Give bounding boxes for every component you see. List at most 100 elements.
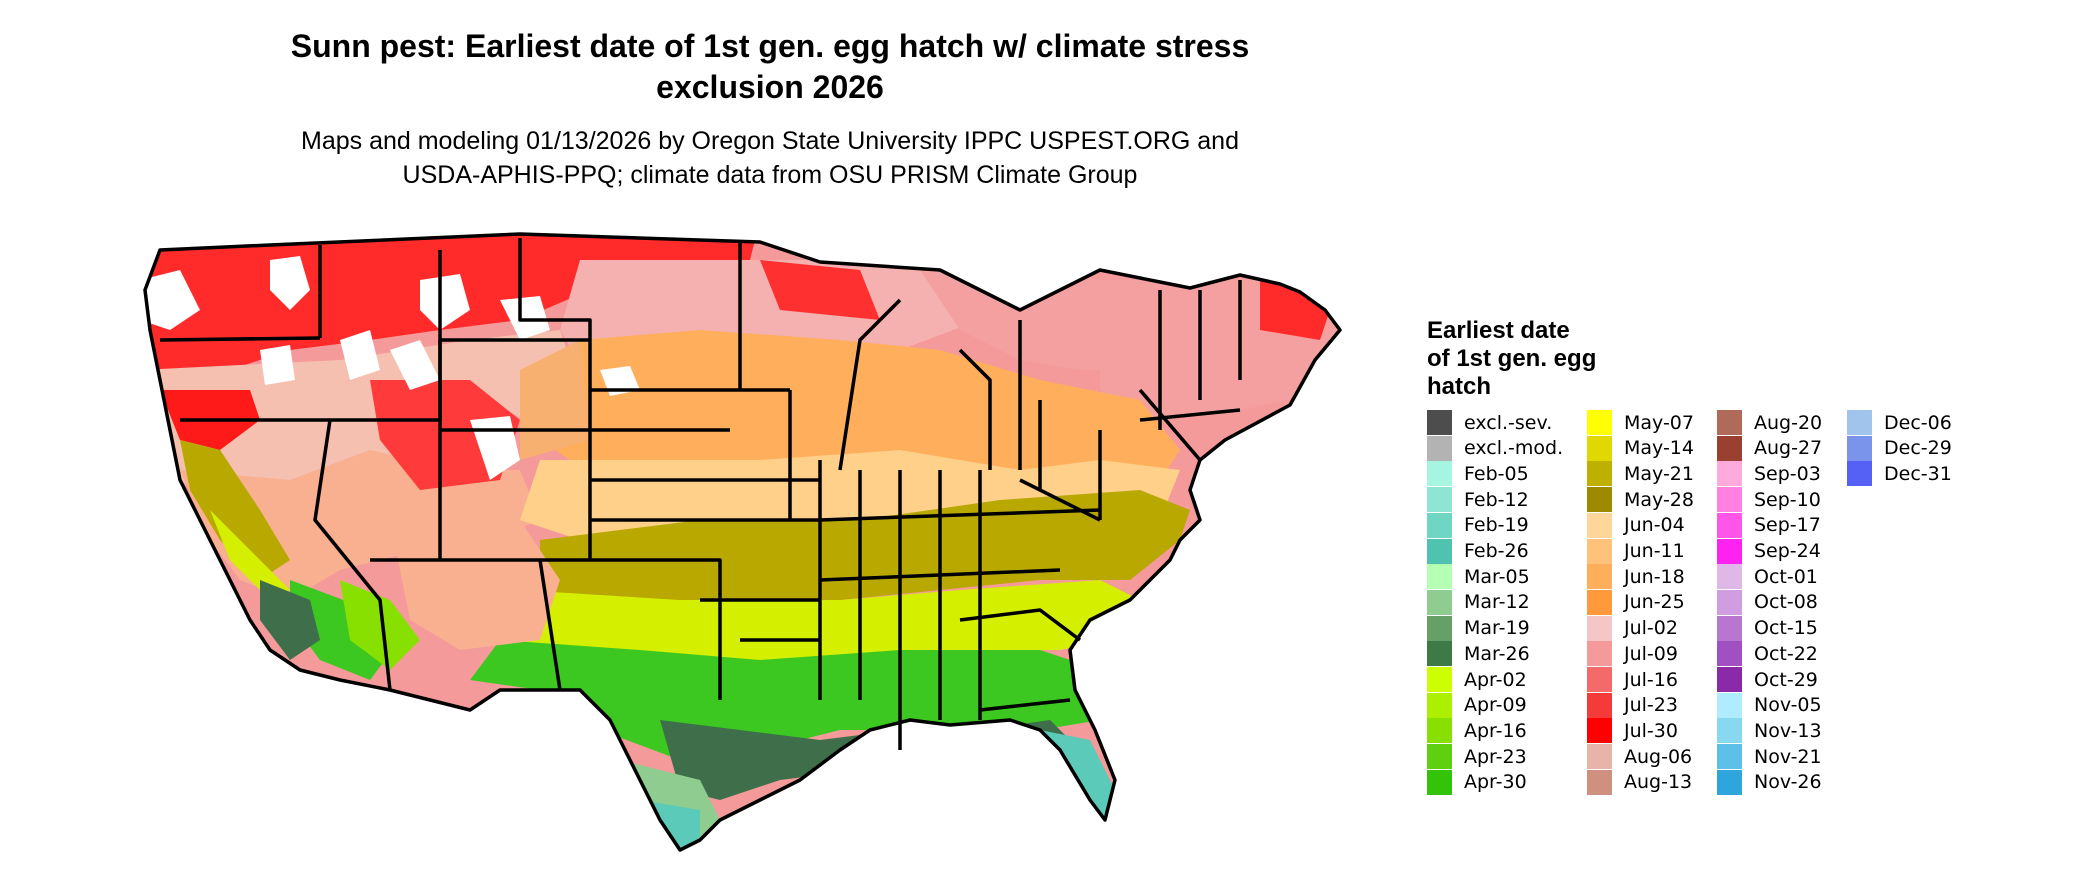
- legend-swatch: [1717, 641, 1742, 667]
- legend-swatch: [1717, 615, 1742, 641]
- legend-label: Jul-16: [1624, 668, 1678, 691]
- legend-item: May-21: [1587, 461, 1694, 487]
- legend-swatch: [1587, 564, 1612, 590]
- legend-label: Apr-16: [1464, 719, 1527, 742]
- legend-label: Dec-31: [1884, 462, 1952, 485]
- legend-swatch: [1587, 769, 1612, 795]
- legend-label: Aug-20: [1754, 411, 1823, 434]
- legend-label: Jun-04: [1624, 514, 1685, 537]
- legend-item: Jul-02: [1587, 615, 1678, 641]
- legend-item: Mar-12: [1427, 589, 1530, 615]
- legend-swatch: [1427, 512, 1452, 538]
- legend-item: Jul-23: [1587, 692, 1678, 718]
- legend-item: Aug-06: [1587, 744, 1692, 770]
- legend-label: Sep-10: [1754, 488, 1821, 511]
- legend-swatch: [1427, 435, 1452, 461]
- legend-swatch: [1847, 410, 1872, 435]
- title-line-1: Sunn pest: Earliest date of 1st gen. egg…: [290, 28, 1250, 64]
- legend-item: Oct-15: [1717, 615, 1818, 641]
- legend-label: excl.-mod.: [1464, 437, 1564, 460]
- legend-item: Jun-11: [1587, 538, 1685, 564]
- legend: Earliest date of 1st gen. egg hatch excl…: [1427, 317, 1952, 795]
- legend-item: Nov-21: [1717, 744, 1822, 770]
- legend-item: Feb-19: [1427, 512, 1529, 538]
- legend-item: May-14: [1587, 435, 1694, 461]
- legend-label: Oct-15: [1754, 617, 1818, 640]
- legend-swatch: [1717, 435, 1742, 461]
- legend-item: Mar-05: [1427, 564, 1530, 590]
- legend-label: Apr-30: [1464, 771, 1527, 794]
- legend-item: Apr-23: [1427, 744, 1527, 770]
- legend-label: Feb-26: [1464, 540, 1529, 562]
- legend-item: Aug-20: [1717, 410, 1822, 435]
- legend-label: Nov-21: [1754, 745, 1822, 768]
- legend-item: Oct-08: [1717, 589, 1818, 615]
- legend-item: Apr-09: [1427, 692, 1527, 718]
- legend-item: Sep-24: [1717, 538, 1821, 564]
- legend-item: Oct-22: [1717, 641, 1818, 667]
- legend-swatch: [1587, 410, 1612, 435]
- legend-swatch: [1847, 435, 1872, 461]
- legend-item: Sep-10: [1717, 487, 1821, 513]
- map-color-regions: [145, 234, 1340, 850]
- legend-item: Nov-26: [1717, 769, 1822, 795]
- legend-item: May-07: [1587, 410, 1694, 435]
- legend-swatch: [1427, 744, 1452, 770]
- legend-label: Oct-08: [1754, 591, 1818, 614]
- legend-label: Nov-13: [1754, 719, 1822, 742]
- legend-item: Dec-29: [1847, 435, 1952, 461]
- legend-item: Feb-26: [1427, 538, 1529, 564]
- us-map: [143, 232, 1342, 852]
- legend-swatch: [1717, 667, 1742, 692]
- legend-label: excl.-sev.: [1464, 411, 1553, 434]
- legend-item: Sep-03: [1717, 461, 1821, 487]
- map-title: Sunn pest: Earliest date of 1st gen. egg…: [190, 26, 1350, 108]
- legend-swatch: [1717, 589, 1742, 615]
- legend-label: Mar-05: [1464, 565, 1530, 588]
- title-line-2: exclusion 2026: [656, 69, 884, 105]
- legend-swatch: [1587, 641, 1612, 667]
- legend-label: Mar-19: [1464, 617, 1530, 640]
- legend-swatch: [1587, 615, 1612, 641]
- legend-item: Nov-05: [1717, 692, 1822, 718]
- legend-item: Dec-06: [1847, 410, 1952, 435]
- legend-swatch: [1717, 718, 1742, 744]
- legend-swatch: [1717, 538, 1742, 564]
- legend-label: Dec-29: [1884, 437, 1952, 460]
- legend-label: Apr-23: [1464, 745, 1527, 768]
- legend-item: May-28: [1587, 487, 1694, 513]
- legend-item: Jun-25: [1587, 589, 1685, 615]
- legend-item: Mar-26: [1427, 641, 1530, 667]
- legend-swatch: [1587, 589, 1612, 615]
- legend-item: Feb-05: [1427, 461, 1529, 487]
- legend-swatch: [1587, 487, 1612, 513]
- legend-item: Sep-17: [1717, 512, 1821, 538]
- legend-swatch: [1427, 538, 1452, 564]
- legend-item: Feb-12: [1427, 487, 1529, 513]
- legend-swatch: [1717, 692, 1742, 718]
- legend-swatch: [1427, 718, 1452, 744]
- legend-swatch: [1717, 410, 1742, 435]
- legend-swatch: [1847, 461, 1872, 487]
- legend-label: Oct-29: [1754, 668, 1818, 691]
- legend-label: Dec-06: [1884, 411, 1952, 434]
- legend-swatch: [1717, 461, 1742, 487]
- map-subtitle: Maps and modeling 01/13/2026 by Oregon S…: [180, 124, 1360, 192]
- legend-swatch: [1427, 589, 1452, 615]
- legend-label: Jul-30: [1624, 719, 1678, 742]
- legend-item: excl.-sev.: [1427, 410, 1552, 435]
- legend-swatch: [1587, 461, 1612, 487]
- legend-title-line-3: hatch: [1427, 373, 1492, 400]
- legend-item: Jul-16: [1587, 667, 1678, 692]
- legend-swatch: [1587, 435, 1612, 461]
- legend-label: Mar-12: [1464, 591, 1530, 614]
- legend-label: Mar-26: [1464, 642, 1530, 665]
- legend-swatch: [1717, 564, 1742, 590]
- legend-swatch: [1717, 769, 1742, 795]
- legend-swatch: [1587, 512, 1612, 538]
- legend-swatch: [1427, 769, 1452, 795]
- legend-item: Jul-30: [1587, 718, 1678, 744]
- legend-item: Nov-13: [1717, 718, 1822, 744]
- legend-swatch: [1427, 615, 1452, 641]
- legend-item: Apr-02: [1427, 667, 1527, 692]
